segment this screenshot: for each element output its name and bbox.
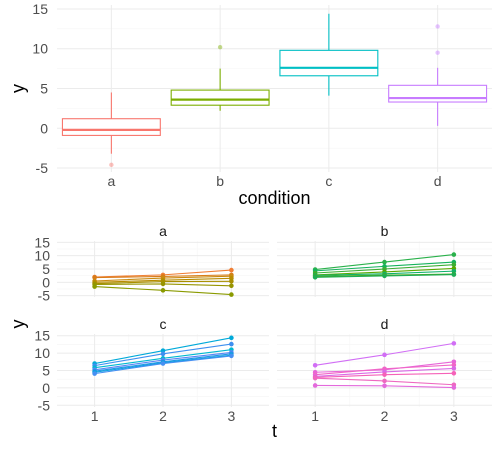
series-line <box>92 353 234 376</box>
data-point <box>451 341 457 346</box>
box-a <box>61 92 161 168</box>
data-point <box>229 341 234 347</box>
series-line <box>312 375 457 388</box>
y-tick-label: -5 <box>38 288 51 304</box>
x-tick-label: 2 <box>381 408 389 424</box>
y-tick-label: 15 <box>34 328 50 344</box>
data-point <box>229 267 234 273</box>
y-tick-label: 0 <box>42 274 50 290</box>
facet-strip-label: d <box>381 316 389 332</box>
data-point <box>451 366 457 371</box>
data-point <box>229 335 234 341</box>
y-tick-label: 5 <box>42 261 50 277</box>
x-axis-title: condition <box>238 188 310 208</box>
series-line <box>312 383 457 390</box>
data-point <box>229 278 234 284</box>
y-tick-label: -5 <box>38 397 51 413</box>
box-d <box>388 24 488 126</box>
y-tick-label: 5 <box>40 81 48 97</box>
x-tick-label: c <box>325 173 332 189</box>
outlier-point <box>109 162 114 168</box>
facet-panel-b: b <box>277 223 492 297</box>
data-point <box>451 272 457 277</box>
data-point <box>382 259 387 265</box>
box-c <box>279 13 379 96</box>
data-point <box>160 351 166 357</box>
y-axis-title: y <box>8 320 28 329</box>
box-b <box>170 44 270 111</box>
y-tick-label: 10 <box>34 345 50 361</box>
data-point <box>160 281 166 287</box>
facet-strip-label: b <box>381 223 389 239</box>
data-point <box>92 284 97 289</box>
data-point <box>312 362 318 368</box>
x-tick-label: a <box>107 173 115 189</box>
series-line <box>92 284 234 297</box>
data-point <box>382 273 387 279</box>
data-point <box>382 352 387 358</box>
outlier-point <box>435 24 440 29</box>
x-tick-label: 1 <box>91 408 99 424</box>
boxplot-panel: -5 0 5 10 15 a b c d condition y <box>8 1 492 208</box>
iqr-box <box>170 89 270 106</box>
outlier-point <box>435 50 440 55</box>
iqr-box <box>388 84 488 103</box>
y-tick-label: 10 <box>34 248 50 264</box>
y-tick-label: 0 <box>40 120 48 136</box>
data-point <box>451 370 457 376</box>
data-point <box>451 385 457 390</box>
y-tick-label: 0 <box>42 380 50 396</box>
x-tick-label: b <box>216 173 224 189</box>
data-point <box>451 252 457 257</box>
data-point <box>382 383 387 389</box>
y-tick-label: 5 <box>42 363 50 379</box>
data-point <box>382 372 387 377</box>
y-axis-title: y <box>8 84 28 93</box>
facet-panel-d: d 1 2 3 <box>277 316 492 424</box>
y-tick-label: 15 <box>32 1 48 17</box>
outlier-point <box>217 44 223 50</box>
data-point <box>92 371 97 376</box>
data-point <box>312 383 318 388</box>
data-point <box>312 274 318 280</box>
data-point <box>451 362 457 368</box>
data-point <box>229 283 234 289</box>
data-point <box>451 262 457 268</box>
facet-strip-label: a <box>159 223 167 239</box>
x-tick-label: 1 <box>311 408 319 424</box>
y-tick-label: 15 <box>34 234 50 250</box>
x-tick-label: 3 <box>450 408 458 424</box>
data-point <box>312 375 318 381</box>
data-point <box>160 361 166 366</box>
data-point <box>160 288 166 293</box>
series-line <box>312 272 457 280</box>
data-point <box>229 292 234 297</box>
data-point <box>382 378 387 384</box>
facet-strip-label: c <box>160 316 167 332</box>
data-point <box>92 275 97 280</box>
x-tick-label: 2 <box>159 408 167 424</box>
x-tick-label: 3 <box>227 408 235 424</box>
y-tick-label: 10 <box>32 41 48 57</box>
data-point <box>229 353 234 359</box>
x-axis-title: t <box>272 421 277 441</box>
series-line <box>312 341 457 368</box>
iqr-box <box>61 118 161 136</box>
x-tick-label: d <box>434 173 442 189</box>
y-tick-label: -5 <box>36 160 49 176</box>
iqr-box <box>279 49 379 77</box>
